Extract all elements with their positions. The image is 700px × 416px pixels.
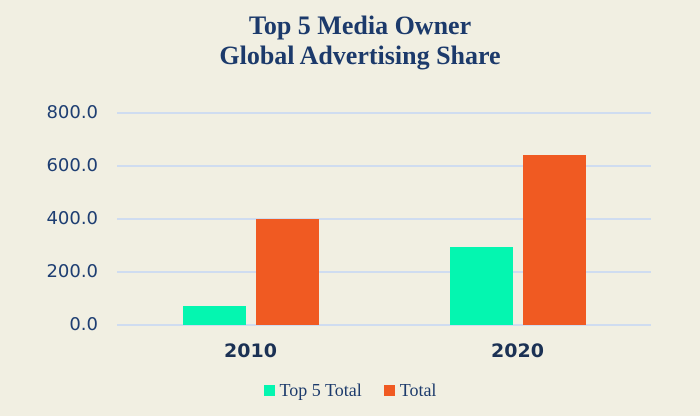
gridline xyxy=(117,218,651,220)
y-tick-label: 400.0 xyxy=(46,208,98,229)
gridline xyxy=(117,324,651,326)
bar-2020-total xyxy=(522,155,586,325)
x-axis-labels: 2010 2020 xyxy=(117,340,651,362)
y-tick-label: 800.0 xyxy=(46,102,98,123)
y-tick-label: 0.0 xyxy=(69,314,98,335)
legend-item-total: Total xyxy=(383,380,437,401)
legend-swatch-icon xyxy=(383,385,395,396)
chart-title: Top 5 Media Owner Global Advertising Sha… xyxy=(20,11,700,71)
chart-legend: Top 5 Total Total xyxy=(0,380,700,401)
x-tick-label-2020: 2020 xyxy=(491,340,544,362)
legend-label: Top 5 Total xyxy=(279,380,362,400)
y-axis-labels: 800.0 600.0 400.0 200.0 0.0 xyxy=(0,103,98,335)
bar-2010-top-5-total xyxy=(182,306,246,325)
legend-label: Total xyxy=(399,380,437,400)
bar-group-2020 xyxy=(449,113,586,325)
bar-2020-top-5-total xyxy=(449,246,513,325)
chart-title-line2: Global Advertising Share xyxy=(219,41,501,70)
bar-2010-total xyxy=(255,219,319,325)
legend-swatch-icon xyxy=(263,385,275,396)
chart-plot xyxy=(117,112,651,326)
y-tick-label: 600.0 xyxy=(46,155,98,176)
x-tick-label-2010: 2010 xyxy=(224,340,277,362)
legend-item-top-5-total: Top 5 Total xyxy=(263,380,362,401)
gridline xyxy=(117,165,651,167)
gridline xyxy=(117,271,651,273)
chart-title-line1: Top 5 Media Owner xyxy=(248,11,472,40)
y-tick-label: 200.0 xyxy=(46,261,98,282)
bar-group-2010 xyxy=(182,113,319,325)
gridline xyxy=(117,112,651,114)
